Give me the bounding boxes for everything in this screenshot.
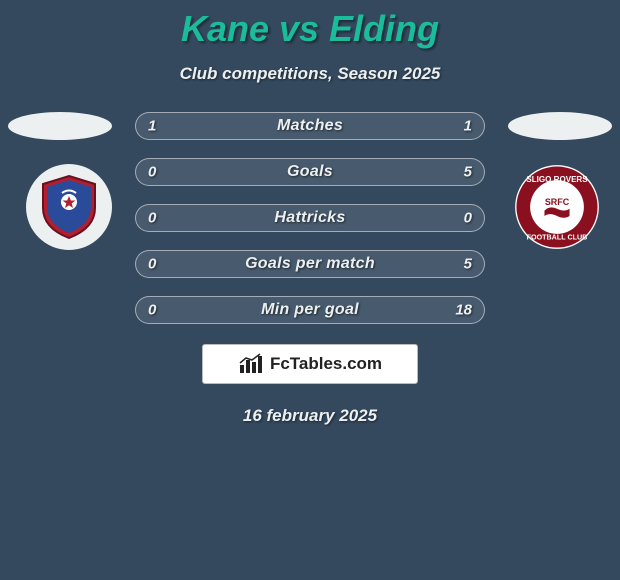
stat-right-value: 5 — [464, 256, 472, 273]
stat-row-matches: 1 Matches 1 — [135, 112, 485, 140]
stat-left-value: 0 — [148, 256, 156, 273]
team-badge-left — [26, 164, 112, 250]
stat-row-hattricks: 0 Hattricks 0 — [135, 204, 485, 232]
stat-row-min-per-goal: 0 Min per goal 18 — [135, 296, 485, 324]
stat-label: Goals per match — [245, 255, 375, 273]
player-right-nameplate — [508, 112, 612, 140]
stat-left-value: 0 — [148, 164, 156, 181]
brand-badge[interactable]: FcTables.com — [202, 344, 418, 384]
page-title: Kane vs Elding — [0, 0, 620, 50]
stat-right-value: 1 — [464, 118, 472, 135]
svg-text:SLIGO ROVERS: SLIGO ROVERS — [526, 175, 588, 184]
stat-label: Matches — [277, 117, 343, 135]
stat-row-goals-per-match: 0 Goals per match 5 — [135, 250, 485, 278]
stat-label: Goals — [287, 163, 333, 181]
bar-chart-icon — [238, 353, 264, 375]
player-left-nameplate — [8, 112, 112, 140]
stat-left-value: 1 — [148, 118, 156, 135]
comparison-panel: SLIGO ROVERS FOOTBALL CLUB SRFC 1 Matche… — [0, 112, 620, 426]
stat-row-goals: 0 Goals 5 — [135, 158, 485, 186]
stat-right-value: 5 — [464, 164, 472, 181]
team-badge-right: SLIGO ROVERS FOOTBALL CLUB SRFC — [514, 164, 600, 250]
date-label: 16 february 2025 — [0, 406, 620, 426]
stat-label: Hattricks — [274, 209, 345, 227]
stat-right-value: 18 — [455, 302, 472, 319]
svg-text:FOOTBALL CLUB: FOOTBALL CLUB — [527, 233, 588, 241]
svg-text:SRFC: SRFC — [545, 197, 570, 207]
brand-text: FcTables.com — [270, 354, 382, 374]
stat-label: Min per goal — [261, 301, 359, 319]
stat-left-value: 0 — [148, 210, 156, 227]
stat-right-value: 0 — [464, 210, 472, 227]
stats-list: 1 Matches 1 0 Goals 5 0 Hattricks 0 0 Go… — [135, 112, 485, 324]
shield-icon — [26, 164, 112, 250]
crest-icon: SLIGO ROVERS FOOTBALL CLUB SRFC — [514, 164, 600, 250]
subtitle: Club competitions, Season 2025 — [0, 64, 620, 84]
stat-left-value: 0 — [148, 302, 156, 319]
